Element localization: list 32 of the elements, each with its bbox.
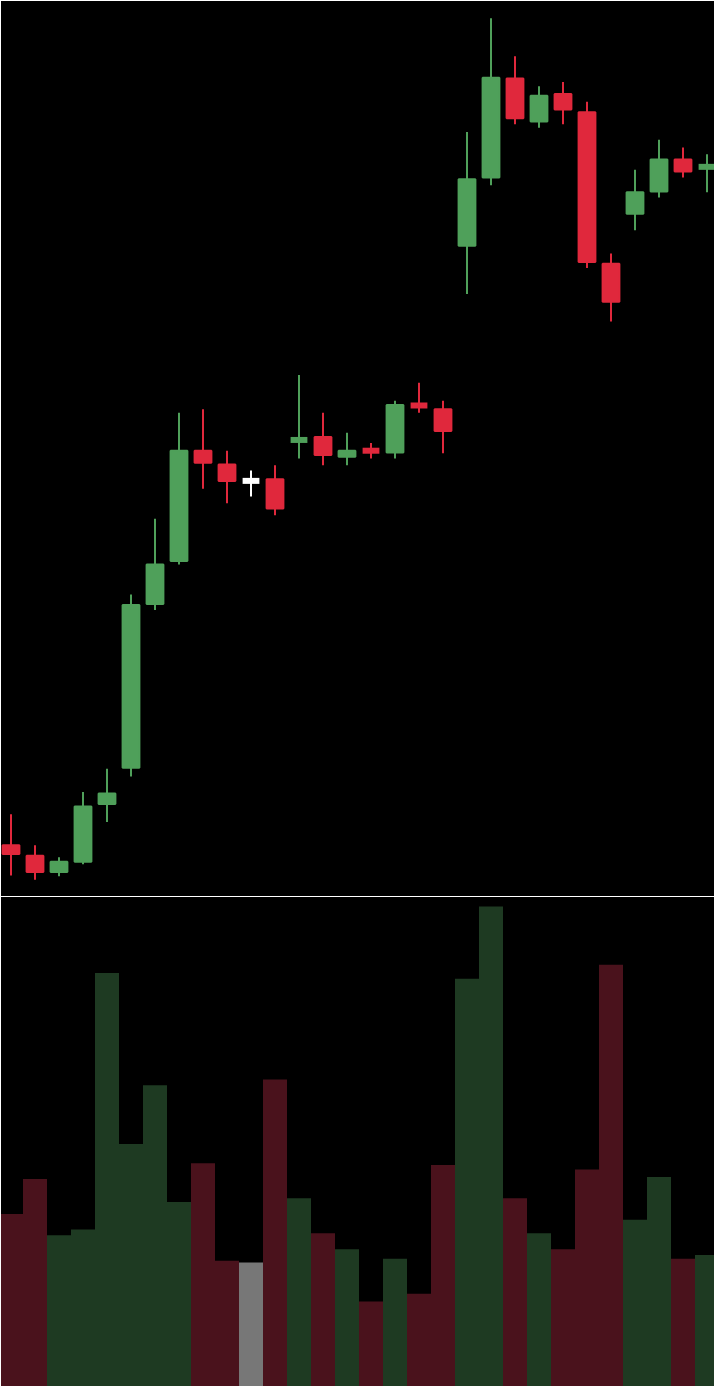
candlestick [385, 399, 405, 460]
candlestick [649, 138, 669, 199]
candlestick [673, 146, 693, 179]
bar [671, 1258, 695, 1386]
bar [335, 1249, 359, 1386]
candlestick [145, 517, 165, 612]
bar [359, 1301, 383, 1386]
candlestick [217, 449, 237, 505]
candlestick [97, 767, 117, 824]
candlestick [553, 80, 573, 126]
candlestick [625, 168, 645, 232]
candlestick [25, 844, 45, 881]
candlestick [49, 856, 69, 878]
candlestick [433, 399, 453, 455]
candlestick [529, 85, 549, 129]
bar [239, 1262, 263, 1386]
candlestick [1, 813, 21, 877]
candlestick [313, 411, 333, 467]
candlestick [601, 252, 621, 323]
candlestick [193, 408, 213, 490]
bar [287, 1198, 311, 1386]
candlestick [265, 464, 285, 517]
candlestick [242, 469, 260, 498]
bar [311, 1233, 335, 1386]
candlestick [410, 381, 428, 414]
candlestick [505, 55, 525, 126]
bar [503, 1198, 527, 1386]
candlestick [290, 373, 308, 460]
candlestick [337, 431, 357, 467]
bar [263, 1079, 287, 1386]
bar [527, 1233, 551, 1386]
bar [383, 1258, 407, 1386]
